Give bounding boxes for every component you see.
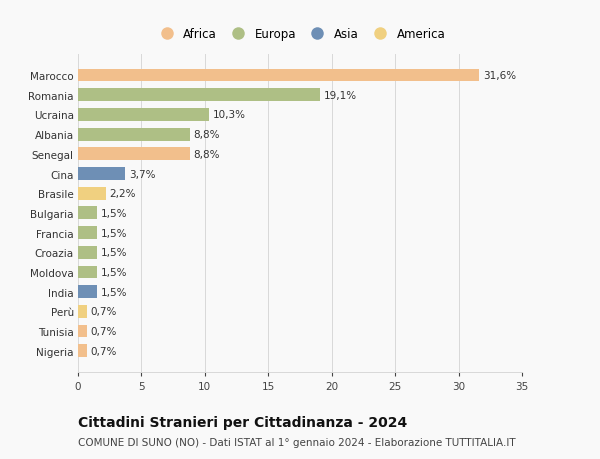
Text: Cittadini Stranieri per Cittadinanza - 2024: Cittadini Stranieri per Cittadinanza - 2…	[78, 415, 407, 429]
Text: 31,6%: 31,6%	[482, 71, 516, 81]
Bar	[78, 89, 320, 102]
Text: 0,7%: 0,7%	[91, 326, 117, 336]
Bar	[78, 69, 479, 82]
Text: 3,7%: 3,7%	[129, 169, 155, 179]
Text: 0,7%: 0,7%	[91, 346, 117, 356]
Text: 1,5%: 1,5%	[101, 287, 127, 297]
Text: 10,3%: 10,3%	[212, 110, 245, 120]
Text: 19,1%: 19,1%	[324, 90, 357, 101]
Text: 1,5%: 1,5%	[101, 208, 127, 218]
Bar	[78, 148, 190, 161]
Legend: Africa, Europa, Asia, America: Africa, Europa, Asia, America	[150, 23, 450, 45]
Text: 1,5%: 1,5%	[101, 248, 127, 258]
Text: 1,5%: 1,5%	[101, 228, 127, 238]
Bar	[78, 207, 97, 220]
Text: 0,7%: 0,7%	[91, 307, 117, 317]
Bar	[78, 129, 190, 141]
Text: COMUNE DI SUNO (NO) - Dati ISTAT al 1° gennaio 2024 - Elaborazione TUTTITALIA.IT: COMUNE DI SUNO (NO) - Dati ISTAT al 1° g…	[78, 437, 515, 447]
Bar	[78, 187, 106, 200]
Bar	[78, 266, 97, 279]
Bar	[78, 325, 87, 338]
Bar	[78, 227, 97, 240]
Text: 1,5%: 1,5%	[101, 268, 127, 277]
Bar	[78, 168, 125, 180]
Bar	[78, 305, 87, 318]
Bar	[78, 345, 87, 358]
Text: 2,2%: 2,2%	[110, 189, 136, 199]
Text: 8,8%: 8,8%	[193, 130, 220, 140]
Text: 8,8%: 8,8%	[193, 150, 220, 159]
Bar	[78, 109, 209, 122]
Bar	[78, 246, 97, 259]
Bar	[78, 285, 97, 298]
